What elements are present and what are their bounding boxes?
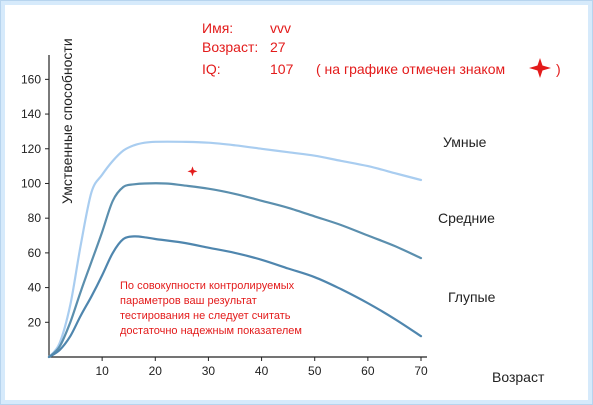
series-label-smart: Умные (443, 134, 487, 150)
user-iq-marker (187, 166, 198, 177)
y-axis-title: Умственные способности (59, 38, 75, 204)
x-tick-label: 50 (308, 364, 322, 378)
x-tick-label: 60 (361, 364, 375, 378)
x-tick-label: 70 (414, 364, 428, 378)
series-label-average: Средние (438, 210, 495, 226)
x-tick-label: 20 (149, 364, 163, 378)
y-tick-label: 20 (28, 315, 42, 329)
y-tick-label: 40 (28, 281, 42, 295)
series-group (47, 140, 423, 359)
note-line-2: параметров ваш результат (120, 295, 257, 307)
name-label: Имя: (202, 20, 233, 36)
series-line-average (47, 182, 423, 359)
age-value: 27 (270, 39, 286, 55)
iq-marker-star-icon (187, 166, 198, 177)
x-tick-label: 30 (202, 364, 216, 378)
note-line-4: достаточно надежным показателем (120, 325, 302, 337)
series-line-smart (47, 140, 423, 359)
legend-star-icon (529, 58, 551, 78)
y-tick-label: 80 (28, 211, 42, 225)
reliability-note: По совокупности контролируемых параметро… (120, 280, 302, 337)
age-label: Возраст: (202, 39, 258, 55)
axes: 20 40 60 80 100 120 140 160 10 20 30 40 50 60 70 (21, 55, 428, 378)
iq-value: 107 (270, 61, 294, 77)
series-line-dull (47, 235, 423, 359)
x-tick-label: 10 (95, 364, 109, 378)
y-tick-label: 100 (21, 176, 41, 190)
y-tick-label: 140 (21, 107, 41, 121)
note-line-1: По совокупности контролируемых (120, 280, 295, 292)
iq-note: ( на графике отмечен знаком (316, 61, 505, 77)
series-label-dull: Глупые (448, 289, 496, 305)
iq-label: IQ: (202, 61, 221, 77)
name-value: vvv (270, 20, 291, 36)
y-tick-label: 160 (21, 72, 41, 86)
y-tick-label: 60 (28, 246, 42, 260)
iq-note-close: ) (556, 61, 561, 77)
note-line-3: тестирования не следует считать (120, 310, 291, 322)
info-block: Имя: vvv Возраст: 27 IQ: 107 ( на график… (202, 20, 561, 78)
x-tick-label: 40 (255, 364, 269, 378)
y-tick-label: 120 (21, 142, 41, 156)
x-axis-title: Возраст (492, 369, 545, 385)
